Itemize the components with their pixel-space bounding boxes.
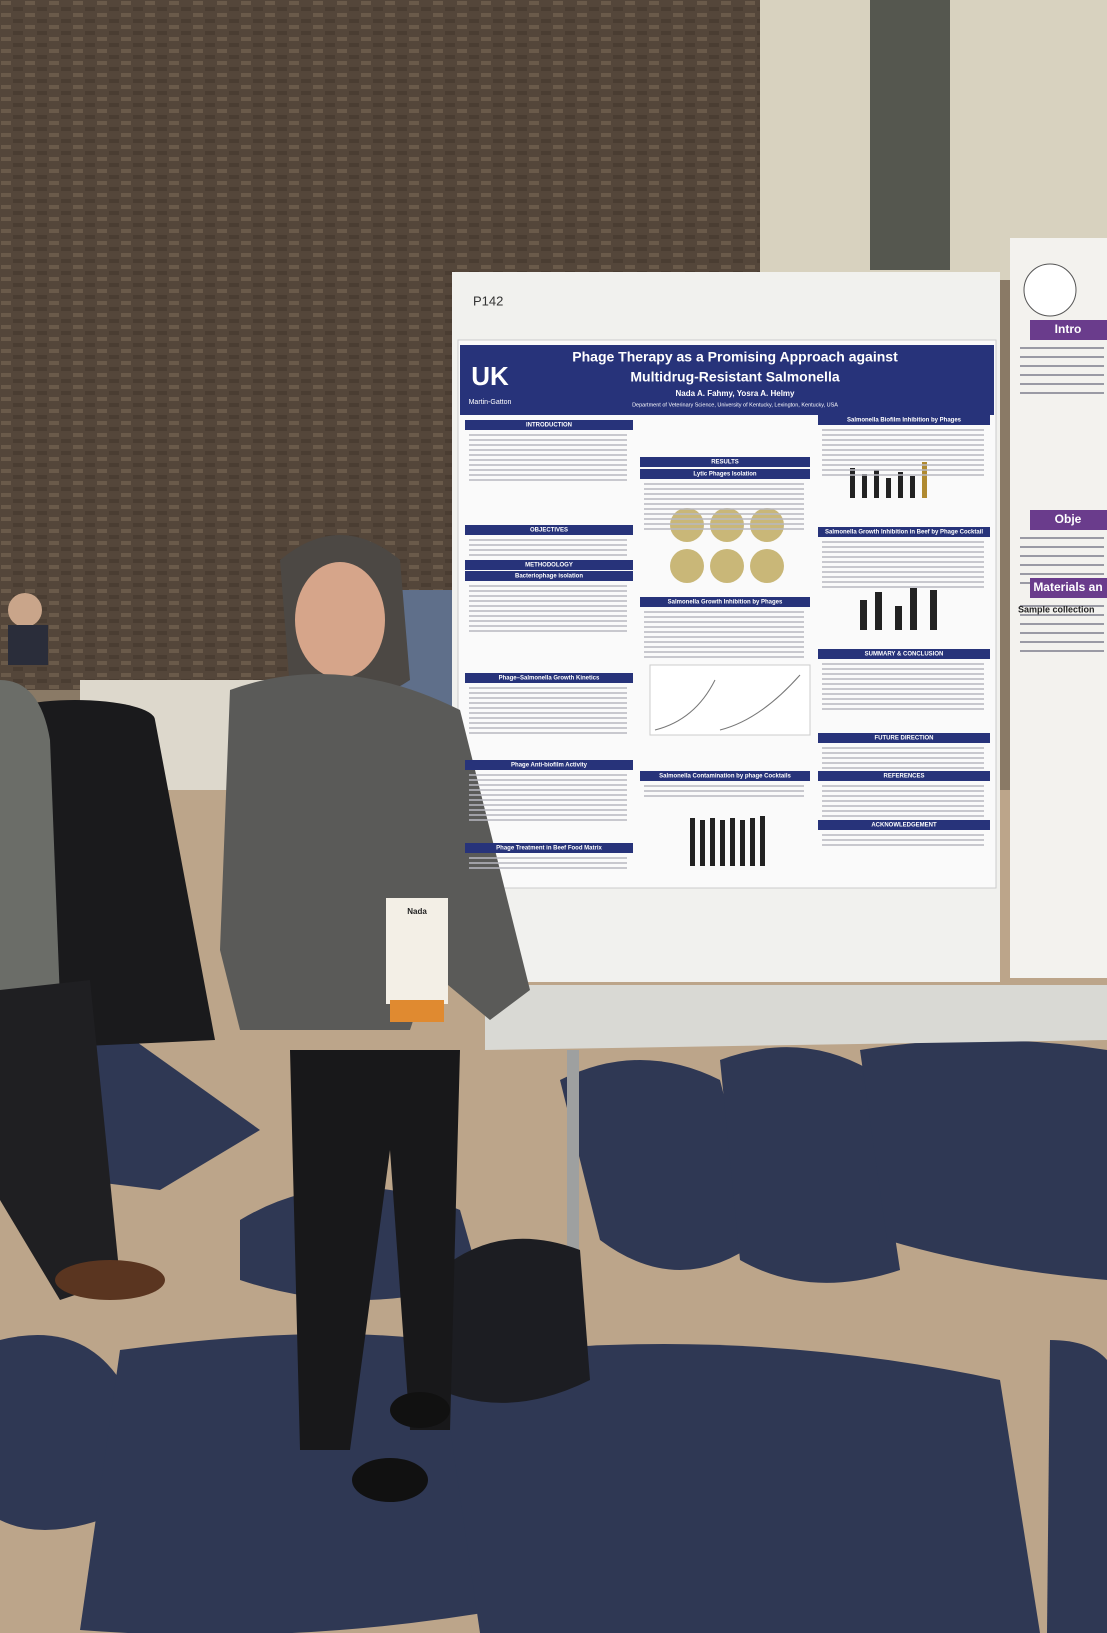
section-heading: INTRODUCTION xyxy=(526,423,572,429)
section-heading: Salmonella Contamination by phage Cockta… xyxy=(659,774,791,780)
section-heading: Phage–Salmonella Growth Kinetics xyxy=(499,676,600,682)
figures xyxy=(649,462,937,866)
bystander xyxy=(0,680,60,1020)
section-heading: Materials an xyxy=(1033,580,1102,594)
poster-header xyxy=(460,345,994,415)
table xyxy=(485,985,1107,1050)
section-bar xyxy=(818,771,990,781)
section-heading: Intro xyxy=(1055,322,1082,336)
poster-sections: INTRODUCTION OBJECTIVES METHODOLOGY Bacteri… xyxy=(465,415,990,869)
section-bar xyxy=(640,771,810,781)
section-heading: SUMMARY & CONCLUSION xyxy=(865,652,944,658)
section-bar xyxy=(818,415,990,425)
section-bar xyxy=(640,469,810,479)
section-bar xyxy=(1030,320,1107,340)
section-bar xyxy=(1030,510,1107,530)
section-bar xyxy=(465,420,633,430)
subheading: Sample collection xyxy=(1018,604,1095,614)
section-bar xyxy=(818,649,990,659)
shoe xyxy=(55,1260,165,1300)
section-bar xyxy=(465,571,633,581)
college: Martin-Gatton xyxy=(469,399,512,406)
section-bar xyxy=(465,525,633,535)
seal xyxy=(1023,263,1077,317)
section-bar xyxy=(465,560,633,570)
section-heading: Obje xyxy=(1055,512,1082,526)
section-heading: Salmonella Biofilm Inhibition by Phages xyxy=(847,418,962,424)
badge-name: Nada xyxy=(407,907,427,916)
section-heading: FUTURE DIRECTION xyxy=(875,736,934,742)
section-heading: Phage Treatment in Beef Food Matrix xyxy=(496,846,602,852)
section-heading: OBJECTIVES xyxy=(530,528,568,534)
logo: UK xyxy=(471,361,509,391)
background-person xyxy=(8,593,42,627)
affiliation: Department of Veterinary Science, Univer… xyxy=(632,402,838,408)
section-bar xyxy=(465,760,633,770)
section-heading: Bacteriophage isolation xyxy=(515,574,583,580)
section-bar xyxy=(640,597,810,607)
section-heading: Salmonella Growth Inhibition in Beef by … xyxy=(825,530,983,536)
poster-title: Multidrug-Resistant Salmonella xyxy=(630,369,839,385)
section-bar xyxy=(465,673,633,683)
section-heading: RESULTS xyxy=(711,460,739,466)
section-heading: Phage Anti-biofilm Activity xyxy=(511,763,588,769)
section-bar xyxy=(818,733,990,743)
section-heading: ACKNOWLEDGEMENT xyxy=(871,823,937,829)
section-bar xyxy=(818,820,990,830)
section-heading: REFERENCES xyxy=(883,774,924,780)
adjacent-poster-content: Intro Obje Materials an Sample collection xyxy=(1018,320,1107,652)
presenter xyxy=(220,535,530,1502)
poster-number: P142 xyxy=(473,293,503,308)
doorway xyxy=(870,0,950,270)
section-bar xyxy=(465,843,633,853)
adjacent-poster xyxy=(1010,238,1107,978)
bystander-legs xyxy=(0,980,120,1300)
section-heading: METHODOLOGY xyxy=(525,563,573,569)
section-bar xyxy=(1030,578,1107,598)
background-person-body xyxy=(8,625,48,665)
section-bar xyxy=(818,527,990,537)
bag xyxy=(440,1238,590,1403)
poster-title: Phage Therapy as a Promising Approach ag… xyxy=(572,349,898,365)
section-bar xyxy=(640,457,810,467)
authors: Nada A. Fahmy, Yosra A. Helmy xyxy=(675,389,795,398)
section-heading: Lytic Phages Isolation xyxy=(693,472,756,478)
section-heading: Salmonella Growth Inhibition by Phages xyxy=(668,600,783,606)
